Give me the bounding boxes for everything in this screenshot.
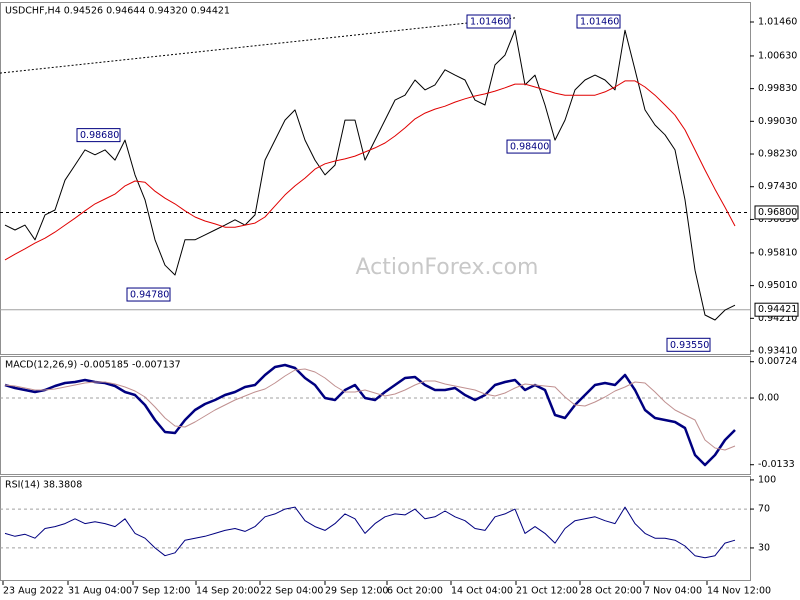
- price-label-box: [76, 128, 121, 143]
- series-line: [4, 363, 736, 467]
- x-tick-label: 21 Oct 12:00: [516, 586, 578, 597]
- y-tick-label: 0.98230: [758, 149, 797, 160]
- x-tick-label: 14 Oct 04:00: [451, 586, 513, 597]
- y-tick-label: 0.95810: [758, 247, 797, 258]
- rsi-panel-frame: [0, 476, 751, 581]
- x-tick-label: 14 Sep 20:00: [196, 586, 259, 597]
- y-tick-label: 0.00: [758, 393, 779, 404]
- level-label: 0.94421: [758, 304, 797, 315]
- price-label: 0.94780: [130, 290, 169, 301]
- x-tick-label: 14 Nov 12:00: [707, 586, 771, 597]
- x-tick-label: 22 Sep 04:00: [260, 586, 323, 597]
- price-label: 1.01460: [580, 17, 619, 28]
- y-tick-label: 0.95010: [758, 280, 797, 291]
- y-tick-label: 100: [758, 474, 776, 485]
- price-label: 0.98680: [80, 130, 119, 141]
- x-tick-label: 23 Aug 2022: [3, 586, 64, 597]
- y-tick-label: 30: [758, 542, 770, 553]
- price-label: 0.93550: [670, 340, 709, 351]
- y-tick-label: 70: [758, 504, 770, 515]
- price-label-box: [506, 139, 551, 154]
- y-tick-label: 0.93410: [758, 346, 797, 357]
- y-tick-label: 1.00630: [758, 50, 797, 61]
- series-line: [4, 80, 736, 261]
- price-label-box: [666, 337, 711, 352]
- x-tick-label: 7 Nov 04:00: [644, 586, 702, 597]
- y-tick-label: 0.99830: [758, 83, 797, 94]
- level-label-box: [754, 205, 799, 220]
- series-line: [4, 506, 736, 559]
- x-tick-label: 31 Aug 04:00: [68, 586, 132, 597]
- x-tick-label: 7 Sep 12:00: [133, 586, 190, 597]
- panel-title: RSI(14) 38.3808: [5, 480, 82, 491]
- panel-title: MACD(12,26,9) -0.005185 -0.007137: [5, 360, 181, 371]
- y-tick-label: -0.0133: [758, 459, 795, 470]
- price-label: 0.98400: [510, 142, 549, 153]
- price-label-box: [576, 14, 621, 29]
- macd-panel-frame: [0, 356, 751, 475]
- level-label-box: [754, 302, 799, 317]
- y-tick-label: 0.94210: [758, 313, 797, 324]
- x-tick-label: 29 Sep 12:00: [325, 586, 388, 597]
- level-label: 0.96800: [758, 207, 797, 218]
- y-tick-label: 0.99030: [758, 116, 797, 127]
- y-tick-label: 0.97430: [758, 181, 797, 192]
- series-line: [4, 368, 736, 451]
- x-tick-label: 6 Oct 20:00: [387, 586, 443, 597]
- price-label-box: [466, 14, 511, 29]
- panel-title: USDCHF,H4 0.94526 0.94644 0.94320 0.9442…: [5, 6, 230, 17]
- watermark: ActionForex.com: [356, 255, 539, 280]
- y-tick-label: 1.01460: [758, 17, 797, 28]
- price-label-box: [126, 287, 171, 302]
- x-tick-label: 28 Oct 20:00: [580, 586, 642, 597]
- price-panel-frame: [0, 2, 751, 355]
- y-tick-label: 0.00724: [758, 356, 797, 367]
- price-label: 1.01460: [470, 17, 509, 28]
